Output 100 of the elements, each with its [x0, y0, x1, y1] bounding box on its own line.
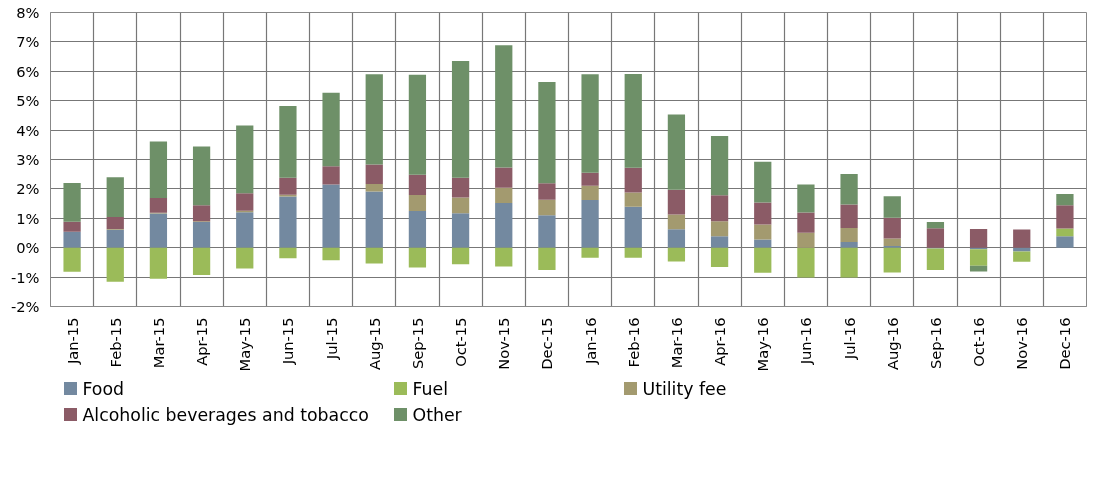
x-tick-label: Feb-15 [106, 317, 124, 368]
bar [883, 247, 901, 273]
bar [624, 206, 642, 248]
bar [408, 247, 427, 268]
x-tick-label: Jul-15 [322, 317, 340, 361]
legend-label: Fuel [412, 378, 448, 399]
bar [192, 146, 211, 206]
bar [883, 238, 901, 246]
bar [106, 229, 124, 248]
bar [365, 74, 383, 165]
bar [538, 81, 556, 184]
bar [926, 248, 945, 271]
x-tick-label: Apr-15 [193, 317, 211, 366]
bar [710, 247, 729, 268]
bar [883, 217, 901, 239]
bar [495, 203, 513, 248]
bar [667, 247, 686, 262]
bar [236, 247, 254, 269]
bar [236, 125, 254, 194]
bar [883, 196, 901, 218]
x-tick-label: Oct-16 [970, 317, 988, 367]
x-tick-label: Aug-15 [365, 317, 383, 371]
x-tick-label: Jun-16 [797, 317, 815, 366]
y-tick-label: 1% [16, 209, 40, 227]
bar [365, 191, 383, 248]
x-tick-label: Nov-16 [1013, 317, 1031, 370]
bar [1013, 251, 1031, 262]
bar [279, 177, 297, 195]
bar [451, 177, 470, 198]
x-tick-label: Dec-15 [538, 317, 556, 370]
bar [538, 247, 556, 271]
bar [797, 184, 815, 213]
bar [149, 198, 168, 213]
legend-label: Utility fee [642, 378, 727, 399]
bar [495, 187, 513, 204]
bar [840, 247, 858, 278]
bar [1056, 236, 1074, 248]
bar [624, 73, 642, 168]
y-tick-label: 8% [16, 4, 40, 21]
bar [495, 45, 513, 168]
bar [926, 222, 945, 229]
bar [754, 224, 772, 240]
bar [1056, 228, 1074, 237]
y-tick-label: 3% [16, 151, 40, 168]
bar [149, 213, 168, 248]
bar [279, 105, 297, 178]
bar [581, 247, 599, 258]
legend-label: Other [412, 404, 463, 425]
bar [710, 236, 729, 248]
bar [624, 167, 642, 193]
bar [710, 195, 729, 222]
bar [1013, 229, 1031, 248]
x-tick-label: Oct-15 [452, 317, 470, 367]
x-tick-label: Mar-15 [149, 317, 167, 369]
bar [365, 183, 383, 192]
x-tick-label: Aug-16 [883, 317, 901, 371]
bar [408, 174, 427, 196]
bar [797, 212, 815, 233]
bar [451, 61, 470, 178]
bar [1056, 205, 1074, 229]
bar [322, 166, 340, 185]
x-tick-label: Mar-16 [667, 317, 685, 369]
bar [365, 247, 383, 264]
bar [797, 247, 815, 278]
y-tick-label: -1% [10, 268, 40, 286]
y-tick-label: 6% [16, 62, 40, 80]
bar [236, 193, 254, 211]
bar [969, 228, 988, 248]
bar [538, 199, 556, 216]
x-tick-label: May-15 [236, 317, 254, 372]
bar [840, 242, 858, 248]
bar [322, 184, 340, 248]
bar [63, 221, 81, 232]
y-tick-label: 7% [16, 33, 40, 51]
bar [538, 183, 556, 200]
bar [624, 192, 642, 207]
bar [63, 231, 81, 248]
bar [754, 239, 772, 248]
bar [969, 249, 988, 266]
x-tick-label: Sep-16 [926, 317, 944, 370]
bar [192, 247, 211, 276]
x-tick-label: May-16 [754, 317, 772, 372]
bar [710, 221, 729, 237]
bar [581, 185, 599, 201]
y-tick-label: 4% [16, 121, 40, 139]
bar [451, 247, 470, 265]
bar [495, 167, 513, 188]
bar [710, 135, 729, 196]
bar [408, 74, 427, 175]
bar [236, 212, 254, 248]
bar [667, 114, 686, 190]
bar [106, 217, 124, 229]
y-tick-label: 0% [16, 239, 40, 257]
y-tick-label: -2% [10, 298, 40, 315]
bar [926, 228, 945, 248]
bar [106, 177, 124, 218]
x-tick-label: Dec-16 [1056, 317, 1074, 370]
bar [279, 247, 297, 259]
x-tick-label: Jun-15 [279, 317, 297, 366]
bar [667, 229, 686, 248]
